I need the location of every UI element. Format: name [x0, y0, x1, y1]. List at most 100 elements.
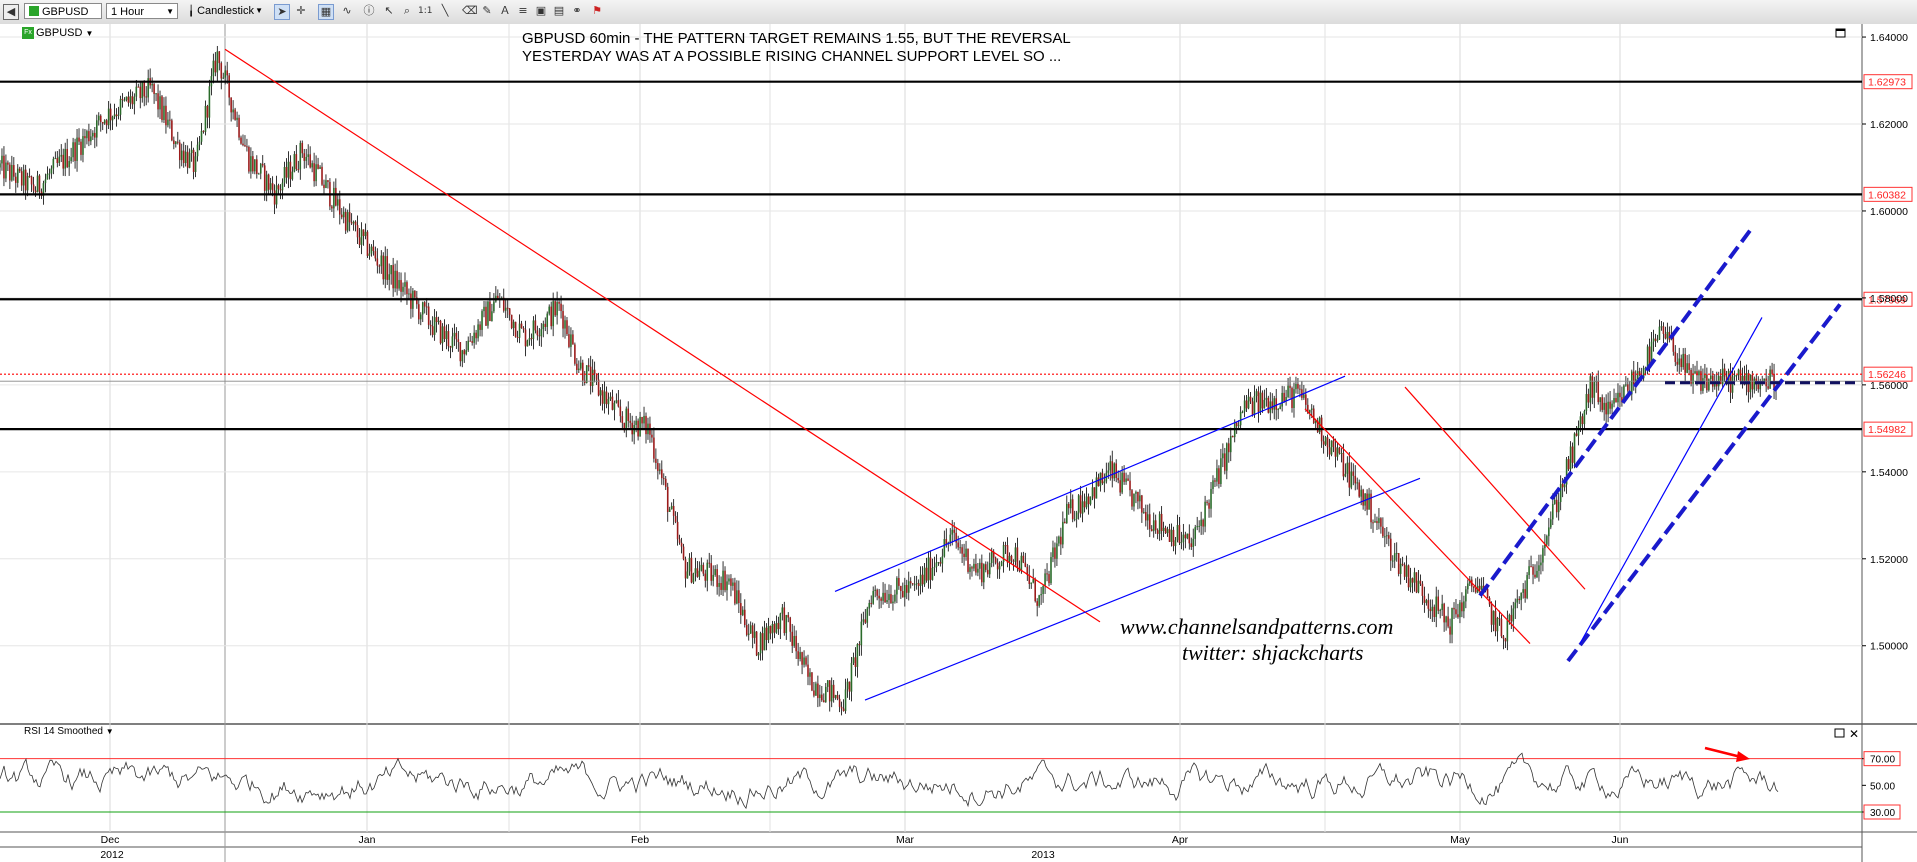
candle-body: [1054, 547, 1056, 559]
grid-icon[interactable]: ▦: [318, 4, 334, 20]
candle-body: [1314, 420, 1317, 424]
rsi-maximize-icon[interactable]: [1834, 728, 1845, 738]
calculator-icon[interactable]: ▤: [553, 4, 565, 17]
candle-body: [1332, 440, 1335, 448]
month-label: May: [1450, 834, 1471, 846]
candle-body: [1107, 470, 1110, 473]
candle-body: [449, 346, 452, 348]
symbol-input[interactable]: GBPUSD: [24, 3, 102, 19]
candle-body: [1014, 547, 1017, 562]
candle-body: [96, 120, 98, 138]
candle-body: [1202, 519, 1204, 527]
candle-body: [815, 683, 817, 696]
candle-body: [1075, 512, 1078, 520]
timeframe-select[interactable]: 1 Hour ▼: [106, 3, 178, 19]
candle-body: [1443, 603, 1445, 623]
candle-body: [1089, 496, 1092, 505]
candle-body: [983, 564, 985, 583]
candle-body: [546, 313, 549, 327]
candle-body: [1591, 376, 1594, 398]
candle-body: [1508, 614, 1511, 621]
candle-body: [441, 326, 444, 344]
chart-style-select[interactable]: ╽ Candlestick ▼: [184, 3, 266, 19]
candle-body: [789, 617, 792, 632]
candle-body: [311, 163, 313, 168]
pattern-icon[interactable]: ▣: [535, 4, 547, 17]
candle-body: [536, 330, 539, 336]
level-label: 1.54982: [1868, 424, 1906, 436]
candle-body: [939, 562, 942, 564]
candle-body: [76, 137, 78, 161]
candle-body: [1052, 547, 1054, 558]
link-icon[interactable]: ⚭: [572, 4, 582, 17]
candle-body: [155, 93, 157, 95]
text-tool-icon[interactable]: Ａ: [499, 4, 511, 17]
chart-symbol-label[interactable]: GBPUSD ▼: [36, 27, 93, 39]
indicator-icon[interactable]: ∿: [342, 4, 352, 17]
candle-body: [433, 317, 436, 335]
fib-icon[interactable]: ≡: [518, 4, 528, 17]
candle-body: [1510, 614, 1513, 622]
candle-body: [200, 130, 203, 142]
candle-body: [1058, 536, 1060, 544]
candle-body: [864, 619, 867, 623]
candle-body: [1567, 459, 1570, 470]
candle-body: [271, 183, 274, 191]
cursor-icon[interactable]: ➤: [274, 4, 290, 20]
crosshair-icon[interactable]: ✛: [296, 4, 306, 17]
candle-body: [1344, 473, 1347, 477]
candle-body: [1409, 578, 1412, 588]
candle-body: [929, 557, 932, 580]
candle-body: [975, 563, 977, 573]
candle-body: [826, 680, 829, 687]
candle-body: [94, 132, 96, 138]
candle-body: [1674, 351, 1677, 362]
rsi-close-icon[interactable]: ✕: [1849, 727, 1859, 741]
candle-body: [327, 180, 329, 183]
candle-body: [1498, 617, 1501, 619]
zoom-icon[interactable]: ⌕: [403, 4, 411, 17]
candle-body: [992, 551, 995, 558]
candle-body: [374, 251, 377, 259]
candle-body: [1771, 369, 1773, 374]
candle-body: [838, 698, 841, 707]
rsi-title[interactable]: RSI 14 Smoothed ▼: [24, 726, 114, 737]
candle-body: [1690, 369, 1692, 384]
level-label-box: [1863, 186, 1913, 202]
candle-body: [919, 574, 922, 586]
one-to-one-icon[interactable]: 1:1: [418, 6, 433, 16]
info-icon[interactable]: ⓘ: [363, 4, 375, 17]
candle-body: [759, 633, 762, 654]
candle-body: [530, 338, 533, 340]
candle-body: [1277, 409, 1279, 411]
candle-body: [1735, 375, 1738, 377]
candle-body: [1376, 521, 1378, 524]
candle-body: [1522, 589, 1524, 593]
candle-body: [1164, 527, 1167, 534]
horizontal-levels: [0, 80, 1862, 431]
line-tool-icon[interactable]: ╲: [441, 4, 449, 17]
candle-body: [1295, 383, 1297, 390]
candle-body: [1514, 602, 1517, 609]
candle-body: [1401, 563, 1404, 565]
candle-body: [821, 694, 823, 701]
candle-body: [414, 290, 416, 298]
back-arrow-icon[interactable]: ◀: [3, 4, 19, 20]
candle-body: [696, 568, 699, 577]
pen-icon[interactable]: ✎: [482, 4, 492, 17]
candle-body: [1445, 616, 1447, 623]
candle-body: [911, 583, 914, 585]
candle-body: [734, 582, 736, 604]
eraser-icon[interactable]: ⌫: [462, 4, 478, 17]
candle-body: [868, 602, 871, 609]
candle-body: [461, 350, 464, 362]
candle-body: [238, 117, 240, 138]
candle-body: [1152, 520, 1155, 532]
arrow-tool-icon[interactable]: ↖: [384, 4, 394, 17]
candle-body: [1028, 574, 1031, 584]
candle-body: [765, 627, 768, 641]
candle-body: [900, 585, 902, 592]
candle-body: [455, 332, 458, 340]
candle-body: [506, 307, 509, 309]
alarm-icon[interactable]: ⚑: [592, 4, 602, 17]
